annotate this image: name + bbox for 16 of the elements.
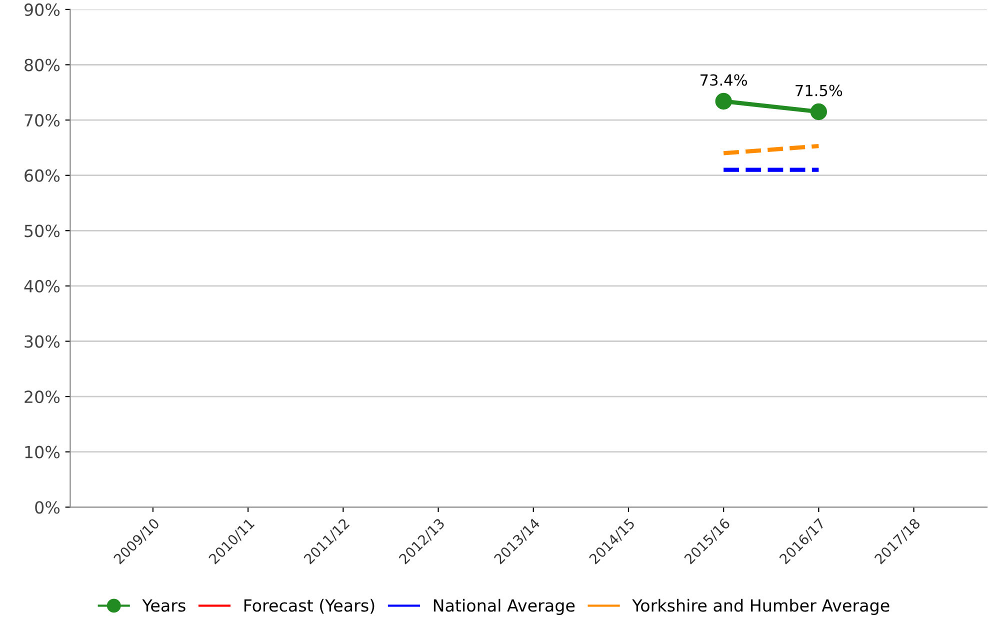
y-tick-label: 50% xyxy=(24,224,60,238)
y-tick-label: 40% xyxy=(24,280,60,293)
legend-label: Years xyxy=(142,599,186,612)
data-label: 73.4% xyxy=(700,74,748,86)
data-label: 71.5% xyxy=(796,84,842,96)
y-tick-label: 80% xyxy=(24,58,60,72)
y-tick-label: 0% xyxy=(35,501,60,514)
y-tick-label: 30% xyxy=(24,335,60,348)
y-tick-label: 10% xyxy=(25,446,60,458)
y-tick-label: 70% xyxy=(24,114,60,127)
y-tick-label: 90% xyxy=(24,3,60,16)
legend-label: Forecast (Years) xyxy=(244,598,374,614)
y-tick-label: 20% xyxy=(24,390,60,404)
y-tick-label: 60% xyxy=(24,169,60,182)
legend-label: Yorkshire and Humber Average xyxy=(632,598,890,615)
legend-label: National Average xyxy=(434,598,575,615)
